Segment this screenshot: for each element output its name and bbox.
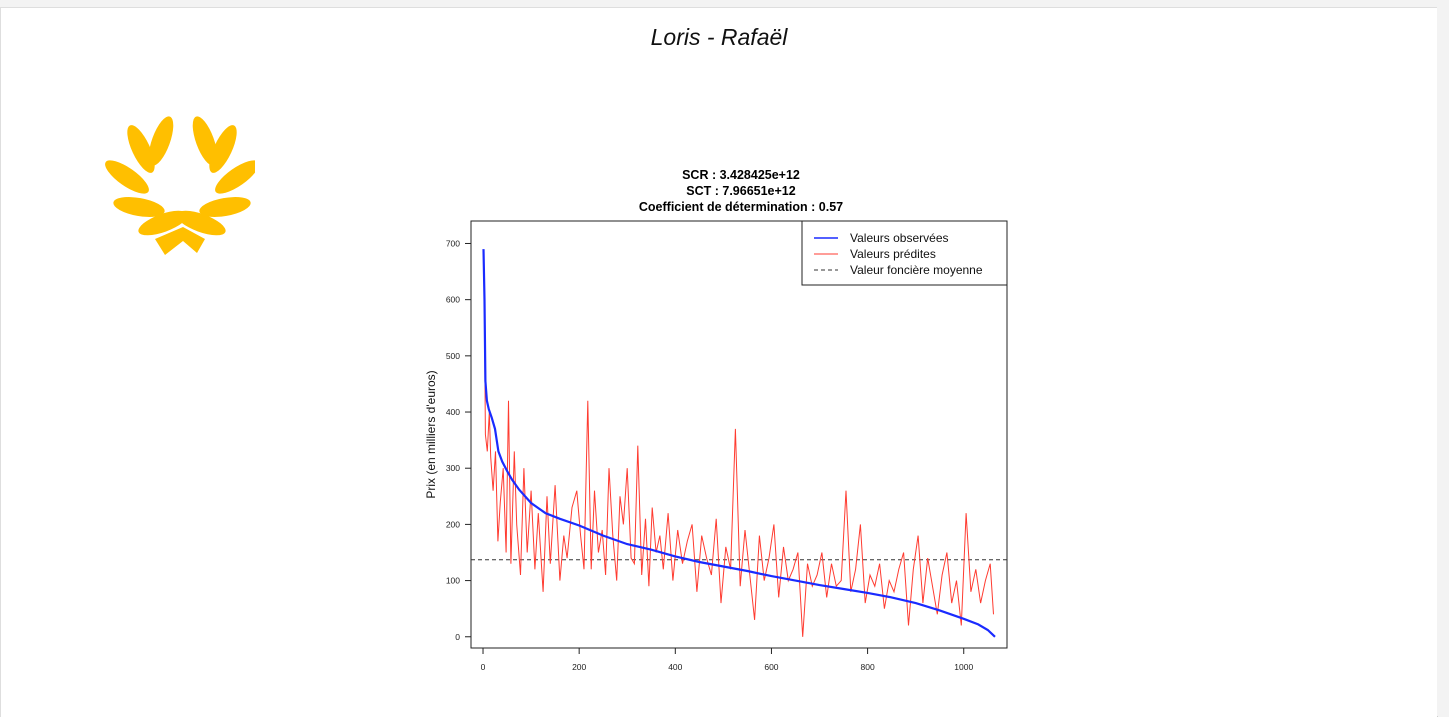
y-tick-label: 0 [455,632,460,642]
y-tick-label: 100 [446,576,460,586]
chart-title-line: SCT : 7.96651e+12 [686,184,795,198]
y-tick-label: 700 [446,238,460,248]
y-axis-label: Prix (en milliers d'euros) [424,370,438,498]
laurel-wreath-icon [105,116,255,255]
x-tick-label: 400 [668,662,682,672]
y-tick-label: 300 [446,463,460,473]
x-tick-label: 200 [572,662,586,672]
x-tick-label: 600 [764,662,778,672]
legend-predicted-label: Valeurs prédites [850,247,936,261]
x-tick-label: 0 [481,662,486,672]
x-tick-label: 800 [860,662,874,672]
y-tick-label: 400 [446,407,460,417]
y-tick-label: 200 [446,519,460,529]
y-tick-label: 500 [446,351,460,361]
series-line-predicted [484,322,994,637]
chart-title-line: SCR : 3.428425e+12 [682,168,800,182]
legend-frame [801,220,1008,286]
plot-area-frame [470,220,1008,649]
chart-legend: Valeurs observées Valeurs prédites Valeur … [801,220,1008,286]
document-page: Loris - Rafaël SCR : 3.428425e+12 SCT : 7… [0,7,1438,717]
prediction-chart: SCR : 3.428425e+12 SCT : 7.96651e+12 Coeff… [424,168,1008,672]
y-tick-label: 600 [446,295,460,305]
series-line-observed [482,249,996,638]
vertical-scrollbar[interactable] [1437,0,1449,716]
legend-mean-label: Valeur foncière moyenne [850,263,983,277]
x-tick-label: 1000 [954,662,973,672]
legend-observed-label: Valeurs observées [850,231,949,245]
chart-title-line: Coefficient de détermination : 0.57 [639,200,843,214]
document-header-title: Loris - Rafaël [650,24,788,50]
